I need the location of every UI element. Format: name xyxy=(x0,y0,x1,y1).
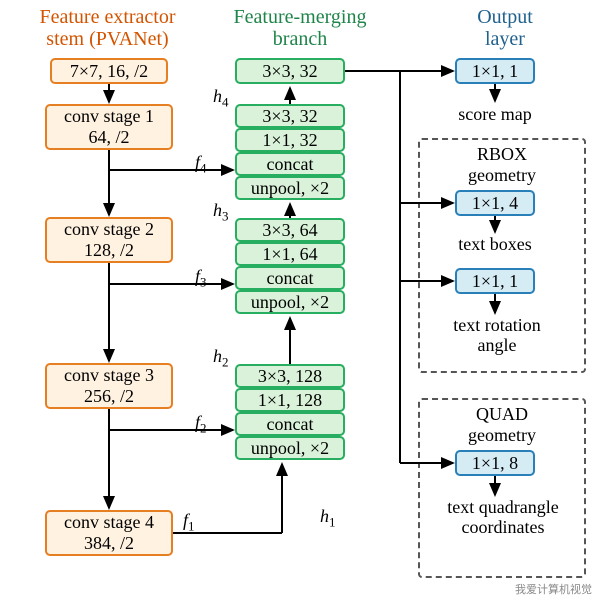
out-textboxes-label: text boxes xyxy=(440,234,550,255)
stem-stage4-l1: conv stage 4 xyxy=(64,512,154,533)
header-merge: Feature-merging branch xyxy=(215,6,385,50)
stem-stage3-l2: 256, /2 xyxy=(84,386,134,407)
quad-region: QUAD geometry xyxy=(418,398,586,578)
stem-stage3: conv stage 3 256, /2 xyxy=(45,363,173,409)
header-merge-l2: branch xyxy=(273,28,327,50)
header-stem-l2: stem (PVANet) xyxy=(46,28,168,50)
merge-h4-b: 1×1, 32 xyxy=(235,128,345,152)
stem-stage1-l1: conv stage 1 xyxy=(64,106,154,127)
stem-stage2: conv stage 2 128, /2 xyxy=(45,217,173,263)
merge-h2-a: 3×3, 128 xyxy=(235,364,345,388)
merge-top-text: 3×3, 32 xyxy=(262,61,317,82)
header-output-l1: Output xyxy=(477,6,533,28)
label-f3: f3 xyxy=(195,266,207,291)
merge-h3-c: concat xyxy=(235,266,345,290)
out-score: 1×1, 1 xyxy=(455,58,535,84)
stem-stage2-l2: 128, /2 xyxy=(84,240,134,261)
stem-stage4-l2: 384, /2 xyxy=(84,533,134,554)
stem-conv0-text: 7×7, 16, /2 xyxy=(70,61,148,82)
stem-stage4: conv stage 4 384, /2 xyxy=(45,510,173,556)
merge-h3-b: 1×1, 64 xyxy=(235,242,345,266)
merge-h2-b: 1×1, 128 xyxy=(235,388,345,412)
label-f2: f2 xyxy=(195,412,207,437)
header-merge-l1: Feature-merging xyxy=(234,6,367,28)
stem-stage3-l1: conv stage 3 xyxy=(64,365,154,386)
stem-stage2-l1: conv stage 2 xyxy=(64,219,154,240)
out-rotbox: 1×1, 1 xyxy=(455,268,535,294)
label-h1: h1 xyxy=(320,506,336,531)
merge-h4-a: 3×3, 32 xyxy=(235,104,345,128)
merge-h4-d: unpool, ×2 xyxy=(235,176,345,200)
stem-stage1-l2: 64, /2 xyxy=(88,127,129,148)
stem-conv0: 7×7, 16, /2 xyxy=(50,58,168,84)
header-stem-l1: Feature extractor xyxy=(39,6,175,28)
header-stem: Feature extractor stem (PVANet) xyxy=(20,6,195,50)
stem-stage1: conv stage 1 64, /2 xyxy=(45,104,173,150)
label-h3: h3 xyxy=(213,200,229,225)
header-output: Output layer xyxy=(440,6,570,50)
label-f1: f1 xyxy=(183,510,195,535)
header-output-l2: layer xyxy=(485,28,525,50)
out-score-label: score map xyxy=(440,104,550,125)
quad-title: QUAD geometry xyxy=(420,404,584,446)
rbox-title: RBOX geometry xyxy=(420,144,584,186)
merge-top: 3×3, 32 xyxy=(235,58,345,84)
watermark: 我爱计算机视觉 xyxy=(515,581,592,597)
merge-h2-c: concat xyxy=(235,412,345,436)
label-h4: h4 xyxy=(213,86,229,111)
merge-h3-a: 3×3, 64 xyxy=(235,218,345,242)
out-quad-label: text quadrangle coordinates xyxy=(426,498,580,538)
merge-h2-d: unpool, ×2 xyxy=(235,436,345,460)
merge-h4-c: concat xyxy=(235,152,345,176)
label-f4: f4 xyxy=(195,152,207,177)
out-rot-label: text rotation angle xyxy=(432,316,562,356)
out-quadbox: 1×1, 8 xyxy=(455,450,535,476)
label-h2: h2 xyxy=(213,346,229,371)
merge-h3-d: unpool, ×2 xyxy=(235,290,345,314)
out-textboxes: 1×1, 4 xyxy=(455,190,535,216)
